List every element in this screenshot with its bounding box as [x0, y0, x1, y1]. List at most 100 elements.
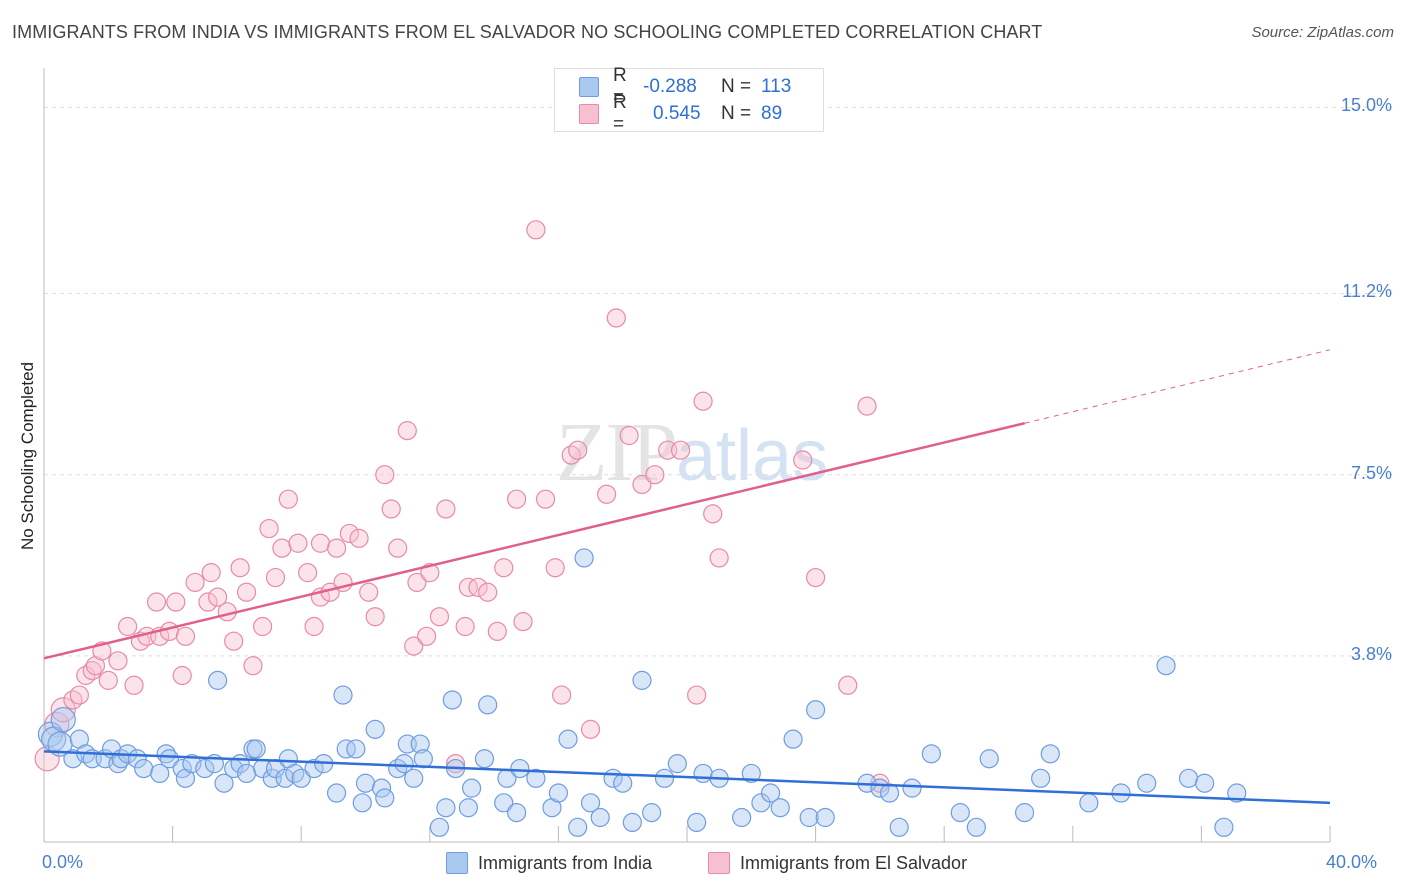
elsalvador-point: [703, 504, 723, 524]
india-point: [1214, 817, 1234, 837]
elsalvador-point: [375, 465, 395, 485]
india-point: [275, 768, 295, 788]
elsalvador-point: [693, 391, 713, 411]
india-point: [889, 817, 909, 837]
elsalvador-point: [388, 538, 408, 558]
india-point: [580, 793, 601, 813]
elsalvador-point: [278, 489, 298, 509]
india-point: [461, 778, 482, 798]
india-r-label: R =: [613, 65, 627, 108]
elsalvador-point: [597, 484, 617, 504]
elsalvador-point: [458, 577, 478, 597]
elsalvador-point: [124, 675, 144, 695]
elsalvador-point: [397, 421, 417, 441]
elsalvador-point: [50, 697, 76, 723]
india-point: [1137, 773, 1157, 793]
india-n-value: 113: [761, 76, 792, 97]
elsalvador-point: [108, 651, 128, 671]
elsalvador-legend-label: Immigrants from El Salvador: [740, 852, 968, 873]
india-point: [394, 754, 414, 774]
elsalvador-point: [487, 621, 507, 642]
india-point: [921, 744, 941, 764]
india-point: [1195, 773, 1215, 793]
x-tick-label-1: 40.0%: [1326, 852, 1378, 872]
elsalvador-point: [507, 489, 527, 509]
elsalvador-point: [230, 558, 250, 578]
india-point: [63, 749, 83, 769]
india-r-value: -0.288: [643, 76, 697, 97]
india-point: [355, 773, 376, 793]
india-point: [291, 768, 311, 788]
elsalvador-point: [359, 582, 379, 602]
india-point: [799, 807, 819, 828]
y-tick-label-3: 15.0%: [1340, 95, 1392, 116]
india-point: [195, 758, 215, 779]
elsalvador-point: [468, 577, 488, 597]
elsalvador-swatch: [579, 104, 599, 124]
india-point: [622, 812, 642, 833]
india-point: [494, 793, 514, 813]
elsalvador-point: [416, 626, 437, 646]
chart-title: IMMIGRANTS FROM INDIA VS IMMIGRANTS FROM…: [12, 22, 1043, 42]
india-point: [667, 754, 687, 774]
india-point: [732, 807, 752, 828]
india-point: [336, 739, 356, 759]
india-point: [208, 670, 228, 690]
india-point: [770, 798, 790, 818]
elsalvador-point: [117, 616, 138, 637]
india-point: [642, 803, 662, 823]
india-legend-swatch: [446, 852, 468, 874]
india-point: [375, 788, 395, 808]
elsalvador-point: [709, 548, 729, 568]
india-point: [507, 803, 527, 823]
india-point: [1079, 793, 1099, 813]
elsalvador-point: [670, 440, 691, 460]
elsalvador-point: [404, 636, 424, 656]
elsalvador-point: [201, 563, 221, 583]
india-point: [1178, 768, 1199, 788]
elsalvador-point: [513, 612, 533, 632]
india-point: [404, 768, 424, 788]
trend-lines: [43, 349, 1331, 805]
elsalvador-point: [494, 558, 514, 578]
india-swatch: [579, 77, 599, 97]
india-point: [50, 706, 76, 733]
y-tick-label-1: 7.5%: [1350, 462, 1392, 483]
elsalvador-point: [535, 489, 556, 509]
elsalvador-point: [552, 685, 572, 705]
india-point: [815, 807, 835, 828]
elsalvador-r-label: R =: [613, 92, 627, 135]
elsalvador-points: [34, 220, 890, 793]
india-point: [182, 754, 202, 774]
axes: [43, 68, 1331, 843]
elsalvador-point: [429, 607, 450, 627]
india-point: [548, 783, 569, 803]
elsalvador-point: [687, 685, 707, 705]
elsalvador-point: [265, 567, 286, 588]
india-point: [352, 793, 372, 813]
india-point: [346, 739, 366, 759]
legend-row-india: R = -0.288 N = 113: [579, 65, 792, 108]
india-point: [304, 758, 324, 779]
elsalvador-point: [580, 719, 601, 739]
elsalvador-point: [436, 499, 456, 519]
india-point: [478, 695, 498, 715]
elsalvador-point: [805, 567, 826, 588]
watermark-atlas: atlas: [676, 416, 829, 496]
india-point: [159, 749, 179, 769]
correlation-legend: R = -0.288 N = 113 R = 0.545 N = 89: [554, 65, 824, 135]
india-point: [751, 793, 771, 813]
india-point: [902, 778, 922, 798]
india-point: [741, 763, 761, 784]
india-point: [1040, 744, 1060, 764]
elsalvador-trend-extension: [1024, 349, 1331, 424]
india-point: [37, 721, 64, 747]
india-point: [326, 783, 347, 803]
elsalvador-point: [69, 685, 89, 705]
elsalvador-point: [838, 675, 858, 695]
elsalvador-point: [365, 607, 385, 627]
elsalvador-point: [208, 587, 228, 607]
elsalvador-n-value: 89: [761, 103, 783, 124]
elsalvador-point: [310, 533, 331, 553]
